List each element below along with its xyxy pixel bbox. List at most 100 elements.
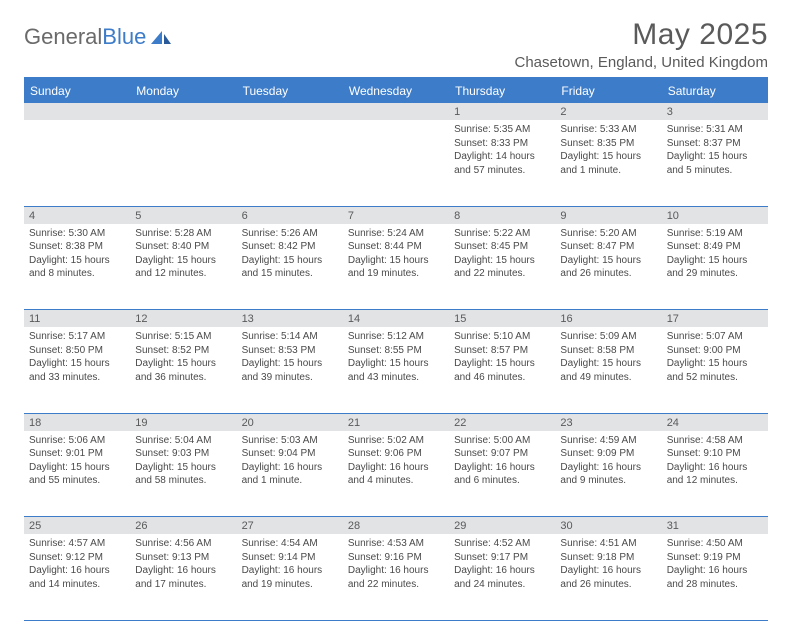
sunset-line: Sunset: 8:37 PM — [667, 137, 763, 151]
sunrise-line: Sunrise: 4:52 AM — [454, 537, 550, 551]
day-header: Monday — [130, 78, 236, 103]
sunset-line: Sunset: 8:38 PM — [29, 240, 125, 254]
day-header-row: SundayMondayTuesdayWednesdayThursdayFrid… — [24, 78, 768, 103]
day-cell: Sunrise: 5:09 AMSunset: 8:58 PMDaylight:… — [555, 327, 661, 413]
sunset-line: Sunset: 8:45 PM — [454, 240, 550, 254]
day-number: 27 — [237, 517, 343, 534]
calendar-table: SundayMondayTuesdayWednesdayThursdayFrid… — [24, 77, 768, 621]
daylight-line: Daylight: 16 hours and 19 minutes. — [242, 564, 338, 591]
sunset-line: Sunset: 8:33 PM — [454, 137, 550, 151]
daylight-line: Daylight: 15 hours and 8 minutes. — [29, 254, 125, 281]
day-number: 5 — [130, 207, 236, 224]
sunset-line: Sunset: 9:10 PM — [667, 447, 763, 461]
daylight-line: Daylight: 15 hours and 5 minutes. — [667, 150, 763, 177]
sunrise-line: Sunrise: 5:35 AM — [454, 123, 550, 137]
day-number — [237, 103, 343, 120]
day-header: Friday — [555, 78, 661, 103]
day-cell — [130, 120, 236, 206]
week-row: Sunrise: 5:35 AMSunset: 8:33 PM Daylight:… — [24, 120, 768, 206]
day-number — [24, 103, 130, 120]
sunset-line: Sunset: 9:07 PM — [454, 447, 550, 461]
day-cell: Sunrise: 4:59 AMSunset: 9:09 PMDaylight:… — [555, 431, 661, 517]
month-title: May 2025 — [515, 18, 769, 52]
sunset-line: Sunset: 8:42 PM — [242, 240, 338, 254]
sunrise-line: Sunrise: 5:09 AM — [560, 330, 656, 344]
sunrise-line: Sunrise: 4:53 AM — [348, 537, 444, 551]
sunrise-line: Sunrise: 5:17 AM — [29, 330, 125, 344]
daylight-line: Daylight: 15 hours and 33 minutes. — [29, 357, 125, 384]
day-number: 10 — [662, 207, 768, 224]
day-cell: Sunrise: 5:17 AMSunset: 8:50 PMDaylight:… — [24, 327, 130, 413]
day-number: 21 — [343, 414, 449, 431]
sunrise-line: Sunrise: 5:00 AM — [454, 434, 550, 448]
day-cell: Sunrise: 5:30 AMSunset: 8:38 PMDaylight:… — [24, 224, 130, 310]
day-cell: Sunrise: 5:07 AMSunset: 9:00 PMDaylight:… — [662, 327, 768, 413]
day-number: 18 — [24, 414, 130, 431]
sunrise-line: Sunrise: 5:26 AM — [242, 227, 338, 241]
sunrise-line: Sunrise: 4:59 AM — [560, 434, 656, 448]
daylight-line: Daylight: 15 hours and 58 minutes. — [135, 461, 231, 488]
day-number: 13 — [237, 310, 343, 327]
logo-word1: General — [24, 24, 102, 49]
daynum-row: 45678910 — [24, 206, 768, 224]
daylight-line: Daylight: 15 hours and 26 minutes. — [560, 254, 656, 281]
daylight-line: Daylight: 16 hours and 9 minutes. — [560, 461, 656, 488]
week-row: Sunrise: 5:17 AMSunset: 8:50 PMDaylight:… — [24, 327, 768, 413]
logo-word2: Blue — [102, 24, 146, 49]
sunset-line: Sunset: 9:12 PM — [29, 551, 125, 565]
day-number: 4 — [24, 207, 130, 224]
day-header: Wednesday — [343, 78, 449, 103]
day-cell: Sunrise: 4:52 AMSunset: 9:17 PMDaylight:… — [449, 534, 555, 620]
day-header: Saturday — [662, 78, 768, 103]
sunset-line: Sunset: 9:13 PM — [135, 551, 231, 565]
day-number: 16 — [555, 310, 661, 327]
sunrise-line: Sunrise: 5:14 AM — [242, 330, 338, 344]
day-number — [130, 103, 236, 120]
daylight-line: Daylight: 16 hours and 4 minutes. — [348, 461, 444, 488]
daylight-line: Daylight: 15 hours and 1 minute. — [560, 150, 656, 177]
sunrise-line: Sunrise: 5:03 AM — [242, 434, 338, 448]
day-cell: Sunrise: 5:00 AMSunset: 9:07 PMDaylight:… — [449, 431, 555, 517]
day-header: Tuesday — [237, 78, 343, 103]
day-cell: Sunrise: 5:28 AMSunset: 8:40 PMDaylight:… — [130, 224, 236, 310]
day-cell: Sunrise: 5:15 AMSunset: 8:52 PMDaylight:… — [130, 327, 236, 413]
sunset-line: Sunset: 9:09 PM — [560, 447, 656, 461]
day-number: 3 — [662, 103, 768, 120]
sunset-line: Sunset: 8:55 PM — [348, 344, 444, 358]
logo-sail-icon — [149, 29, 173, 47]
daylight-line: Daylight: 16 hours and 24 minutes. — [454, 564, 550, 591]
sunset-line: Sunset: 9:14 PM — [242, 551, 338, 565]
daylight-line: Daylight: 15 hours and 29 minutes. — [667, 254, 763, 281]
sunrise-line: Sunrise: 5:31 AM — [667, 123, 763, 137]
sunrise-line: Sunrise: 5:15 AM — [135, 330, 231, 344]
daynum-row: 11121314151617 — [24, 310, 768, 328]
sunrise-line: Sunrise: 4:58 AM — [667, 434, 763, 448]
sunset-line: Sunset: 9:06 PM — [348, 447, 444, 461]
day-cell: Sunrise: 4:53 AMSunset: 9:16 PMDaylight:… — [343, 534, 449, 620]
sunrise-line: Sunrise: 5:30 AM — [29, 227, 125, 241]
sunset-line: Sunset: 9:01 PM — [29, 447, 125, 461]
daylight-line: Daylight: 16 hours and 6 minutes. — [454, 461, 550, 488]
day-cell: Sunrise: 4:54 AMSunset: 9:14 PMDaylight:… — [237, 534, 343, 620]
sunset-line: Sunset: 8:52 PM — [135, 344, 231, 358]
day-header: Sunday — [24, 78, 130, 103]
day-number: 8 — [449, 207, 555, 224]
sunset-line: Sunset: 8:49 PM — [667, 240, 763, 254]
sunrise-line: Sunrise: 5:07 AM — [667, 330, 763, 344]
day-cell — [237, 120, 343, 206]
day-cell: Sunrise: 4:58 AMSunset: 9:10 PMDaylight:… — [662, 431, 768, 517]
calendar-page: GeneralBlue May 2025 Chasetown, England,… — [0, 0, 792, 631]
sunset-line: Sunset: 9:03 PM — [135, 447, 231, 461]
daylight-line: Daylight: 16 hours and 17 minutes. — [135, 564, 231, 591]
day-cell: Sunrise: 5:06 AMSunset: 9:01 PMDaylight:… — [24, 431, 130, 517]
daylight-line: Daylight: 15 hours and 55 minutes. — [29, 461, 125, 488]
daylight-line: Daylight: 16 hours and 12 minutes. — [667, 461, 763, 488]
sunrise-line: Sunrise: 4:50 AM — [667, 537, 763, 551]
day-header: Thursday — [449, 78, 555, 103]
day-number: 1 — [449, 103, 555, 120]
day-cell: Sunrise: 5:14 AMSunset: 8:53 PMDaylight:… — [237, 327, 343, 413]
day-cell: Sunrise: 5:20 AMSunset: 8:47 PMDaylight:… — [555, 224, 661, 310]
day-cell: Sunrise: 5:19 AMSunset: 8:49 PMDaylight:… — [662, 224, 768, 310]
sunrise-line: Sunrise: 5:20 AM — [560, 227, 656, 241]
logo: GeneralBlue — [24, 18, 173, 50]
